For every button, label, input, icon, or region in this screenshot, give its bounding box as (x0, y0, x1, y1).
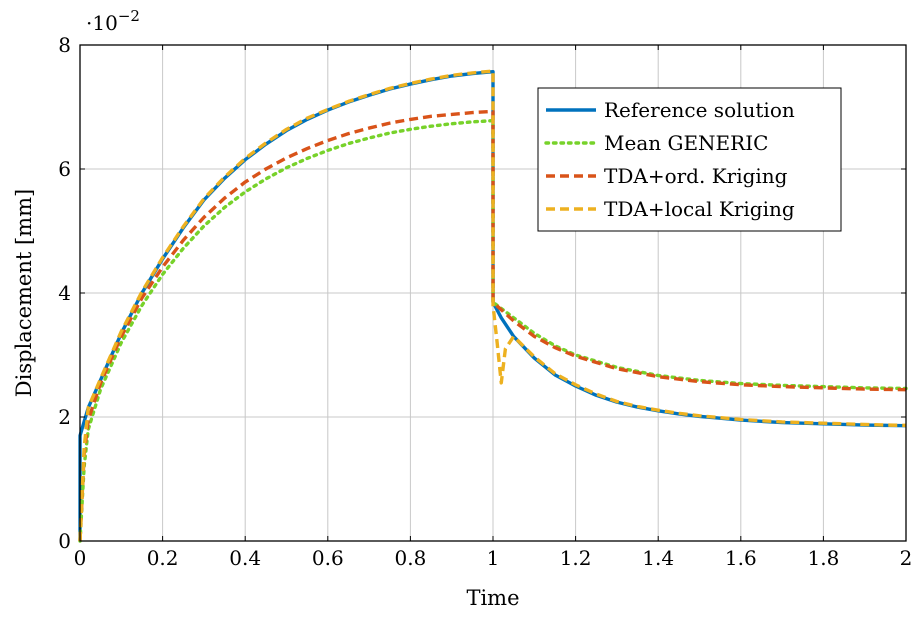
legend-label-3: TDA+local Kriging (604, 197, 795, 221)
series-line-1 (78, 118, 908, 543)
y-multiplier-base: ·10 (86, 11, 118, 35)
x-tick-label-6: 1.2 (560, 546, 592, 570)
y-tick-label-0: 0 (58, 529, 71, 553)
series-line-2 (78, 109, 907, 542)
legend-label-1: Mean GENERIC (604, 131, 768, 155)
legend-item-0: Reference solution (546, 98, 795, 122)
y-axis-title: Displacement [mm] (12, 189, 36, 397)
x-tick-label-1: 0.2 (147, 546, 179, 570)
y-multiplier-exponent: −2 (118, 7, 140, 25)
x-axis-title: Time (466, 586, 519, 610)
legend-item-1: Mean GENERIC (544, 131, 768, 155)
y-tick-label-3: 6 (58, 157, 71, 181)
legend-label-0: Reference solution (604, 98, 795, 122)
y-tick-label-2: 4 (58, 281, 71, 305)
legend: Reference solution Mean GENERIC TDA+ord. K… (537, 87, 842, 232)
x-tick-label-3: 0.6 (312, 546, 344, 570)
x-tick-label-0: 0 (74, 546, 87, 570)
x-tick-label-8: 1.6 (725, 546, 757, 570)
x-tick-label-9: 1.8 (807, 546, 839, 570)
y-axis-multiplier: ·10−2 (86, 7, 140, 35)
x-tick-label-2: 0.4 (229, 546, 261, 570)
legend-box (537, 87, 842, 232)
x-tick-label-7: 1.4 (642, 546, 674, 570)
y-tick-label-1: 2 (58, 405, 71, 429)
x-tick-label-5: 1 (487, 546, 500, 570)
series-layer (78, 69, 908, 543)
legend-item-2: TDA+ord. Kriging (546, 164, 788, 188)
legend-item-3: TDA+local Kriging (546, 197, 795, 221)
x-tick-labels: 0 0.2 0.4 0.6 0.8 1 1.2 1.4 1.6 1.8 2 (74, 546, 913, 570)
x-tick-label-10: 2 (900, 546, 913, 570)
series-line-3 (78, 69, 907, 542)
y-tick-labels: 0 2 4 6 8 (58, 33, 71, 553)
legend-label-2: TDA+ord. Kriging (604, 164, 788, 188)
y-tick-label-4: 8 (58, 33, 71, 57)
axis-ticks (79, 44, 907, 542)
x-tick-label-4: 0.8 (394, 546, 426, 570)
